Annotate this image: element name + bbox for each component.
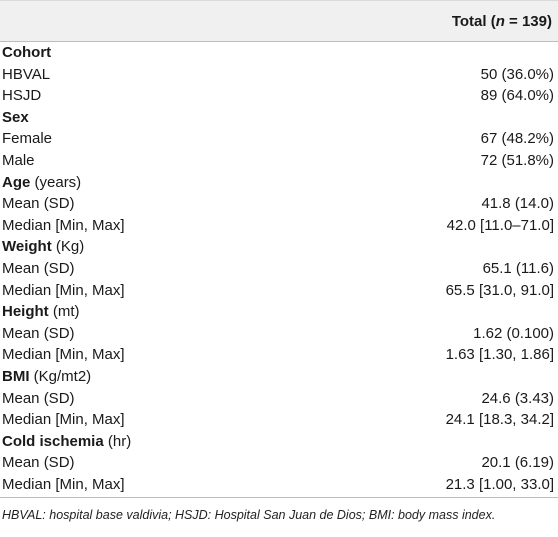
section-unit: (Kg/mt2)	[29, 367, 92, 385]
row-label: Mean (SD)	[2, 195, 75, 213]
row-label: Female	[2, 130, 53, 148]
table-body: Cohort HBVAL 50 (36.0%) HSJD 89 (64.0%) Sex Fe…	[0, 42, 558, 495]
table-section-row: Height (mt)	[0, 301, 558, 323]
table-row: Mean (SD) 41.8 (14.0)	[0, 193, 558, 215]
table-row: Female 67 (48.2%)	[0, 128, 558, 150]
table-section-row: Age (years)	[0, 172, 558, 194]
row-label: Median [Min, Max]	[2, 475, 125, 493]
row-label: Median [Min, Max]	[2, 281, 125, 299]
table-row: Median [Min, Max] 24.1 [18.3, 34.2]	[0, 409, 558, 431]
section-label: Cold ischemia (hr)	[2, 431, 131, 453]
row-value: 20.1 (6.19)	[481, 454, 554, 472]
section-label: Sex	[2, 107, 29, 129]
row-label: Mean (SD)	[2, 324, 75, 342]
section-title: Cohort	[2, 44, 52, 61]
table-row: Mean (SD) 65.1 (11.6)	[0, 258, 558, 280]
table-section-row: Cohort	[0, 42, 558, 64]
section-label: Height (mt)	[2, 301, 80, 323]
section-unit: (years)	[30, 173, 82, 191]
table-bottom-rule	[0, 497, 558, 499]
section-title: Sex	[2, 108, 29, 126]
section-label: Age (years)	[2, 172, 81, 194]
row-label: Mean (SD)	[2, 259, 75, 277]
row-label: Mean (SD)	[2, 454, 75, 472]
row-value: 24.1 [18.3, 34.2]	[445, 411, 554, 429]
row-value: 67 (48.2%)	[480, 130, 554, 148]
row-value: 89 (64.0%)	[480, 87, 554, 105]
section-title: Height	[2, 303, 49, 321]
total-column-header: Total (n = 139)	[452, 13, 552, 30]
row-value: 72 (51.8%)	[480, 151, 554, 169]
section-unit: (Kg)	[51, 238, 85, 256]
row-value: 24.6 (3.43)	[481, 389, 554, 407]
table-header-row: Total (n = 139)	[0, 0, 558, 42]
row-value: 1.62 (0.100)	[473, 324, 554, 342]
row-value: 65.5 [31.0, 91.0]	[445, 281, 554, 299]
row-value: 42.0 [11.0–71.0]	[446, 216, 554, 234]
row-label: Median [Min, Max]	[2, 216, 125, 234]
section-title: Age	[2, 173, 31, 191]
row-label: Mean (SD)	[2, 389, 75, 407]
table-footnote: HBVAL: hospital base valdivia; HSJD: Hos…	[2, 508, 496, 523]
row-value: 50 (36.0%)	[480, 65, 554, 83]
row-label: Median [Min, Max]	[2, 411, 125, 429]
section-unit: (mt)	[48, 303, 80, 321]
section-title: Cold ischemia	[2, 432, 104, 450]
total-header-suffix: = 139)	[504, 13, 552, 30]
row-label: Median [Min, Max]	[2, 346, 125, 364]
section-label: BMI (Kg/mt2)	[2, 366, 91, 388]
table-row: Median [Min, Max] 1.63 [1.30, 1.86]	[0, 344, 558, 366]
section-unit: (hr)	[103, 432, 132, 450]
total-header-n: n	[495, 13, 505, 30]
row-value: 21.3 [1.00, 33.0]	[445, 475, 554, 493]
table-section-row: Sex	[0, 107, 558, 129]
row-value: 65.1 (11.6)	[482, 259, 554, 277]
table-row: HSJD 89 (64.0%)	[0, 85, 558, 107]
table-row: Mean (SD) 20.1 (6.19)	[0, 452, 558, 474]
section-title: BMI	[2, 367, 30, 385]
row-label: HBVAL	[2, 65, 51, 83]
row-label: HSJD	[2, 87, 42, 105]
total-header-prefix: Total (	[451, 13, 496, 30]
table-section-row: Cold ischemia (hr)	[0, 431, 558, 453]
section-label: Weight (Kg)	[2, 236, 84, 258]
table-row: HBVAL 50 (36.0%)	[0, 64, 558, 86]
table-row: Mean (SD) 24.6 (3.43)	[0, 388, 558, 410]
row-value: 1.63 [1.30, 1.86]	[445, 346, 554, 364]
table-row: Median [Min, Max] 42.0 [11.0–71.0]	[0, 215, 558, 237]
table-section-row: Weight (Kg)	[0, 236, 558, 258]
table-row: Mean (SD) 1.62 (0.100)	[0, 323, 558, 345]
table-section-row: BMI (Kg/mt2)	[0, 366, 558, 388]
row-label: Male	[2, 151, 35, 169]
table-row: Median [Min, Max] 21.3 [1.00, 33.0]	[0, 474, 558, 496]
row-value: 41.8 (14.0)	[481, 195, 554, 213]
section-title: Weight	[2, 238, 52, 256]
patient-characteristics-table: Total (n = 139) Cohort HBVAL 50 (36.0%) HSJ…	[0, 0, 558, 522]
table-row: Male 72 (51.8%)	[0, 150, 558, 172]
section-label: Cohort	[2, 42, 51, 64]
table-row: Median [Min, Max] 65.5 [31.0, 91.0]	[0, 280, 558, 302]
